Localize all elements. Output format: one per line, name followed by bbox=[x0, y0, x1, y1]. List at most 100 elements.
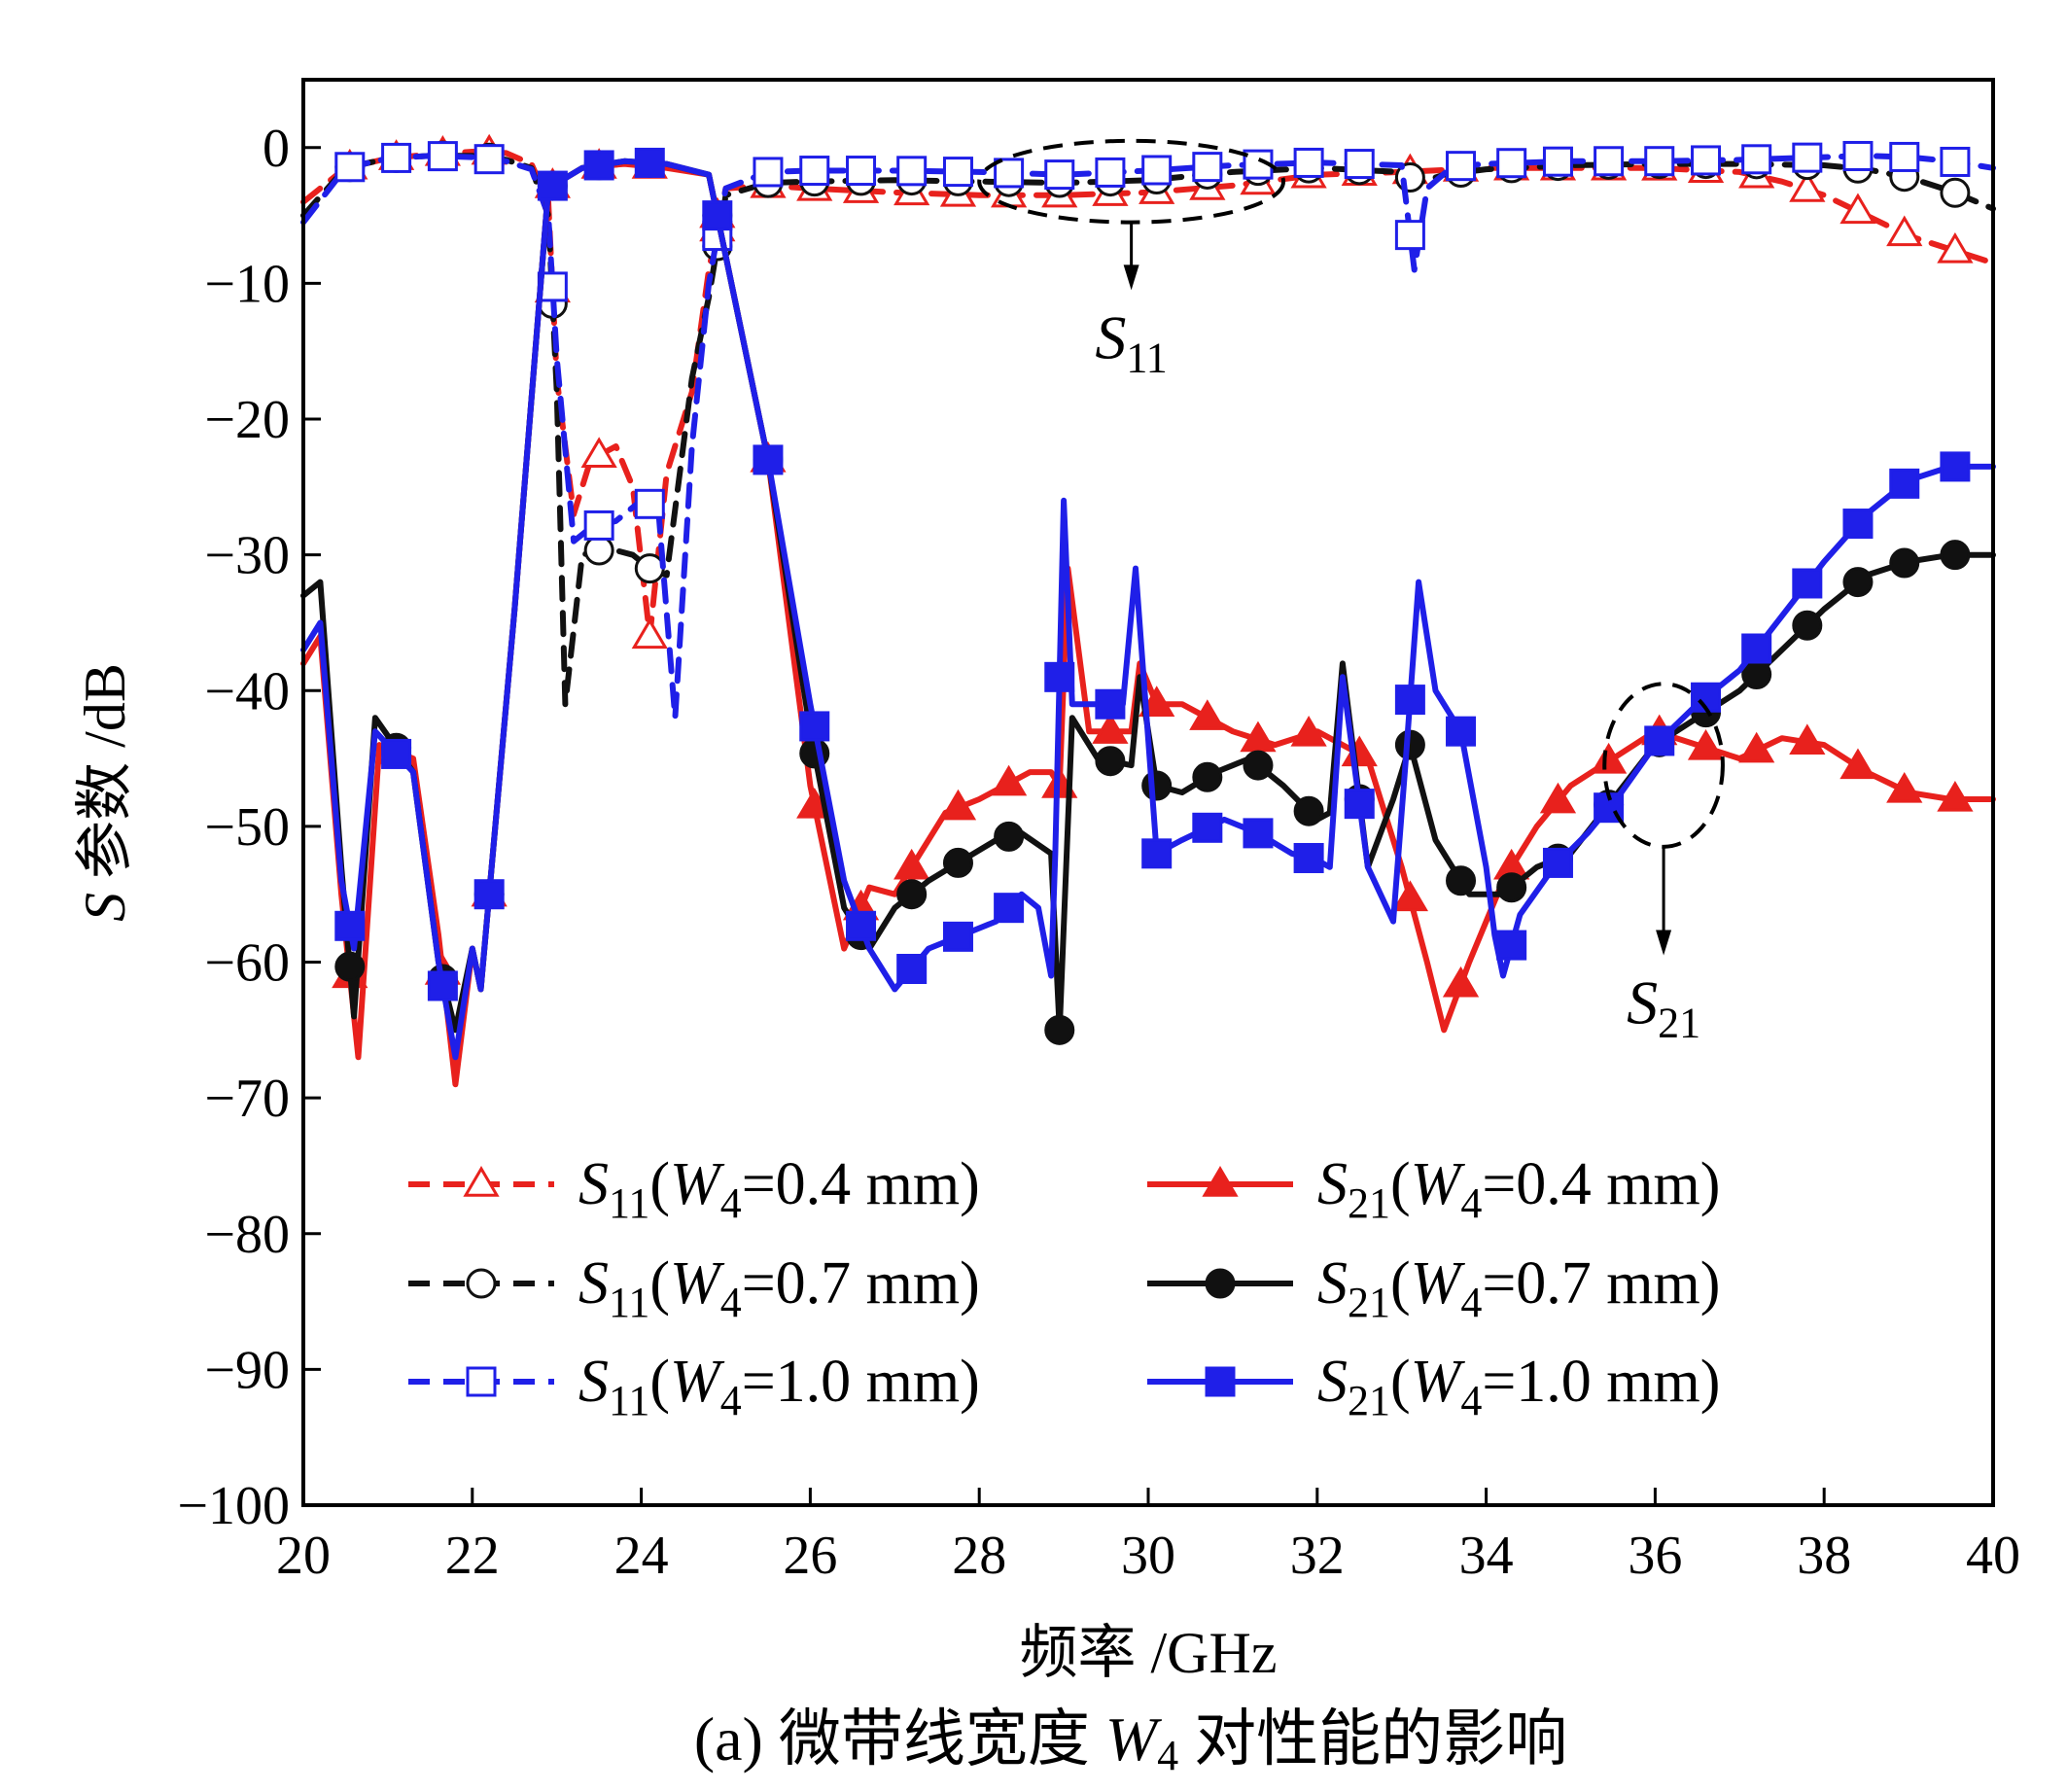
legend-label: S11(W4=0.7 mm) bbox=[578, 1250, 980, 1326]
series-marker bbox=[334, 910, 366, 941]
series-marker bbox=[1496, 930, 1527, 961]
legend-label-part: =1.0 mm bbox=[742, 1349, 960, 1415]
legend-label-part: S bbox=[1317, 1250, 1348, 1317]
y-tick-label: 0 bbox=[263, 119, 290, 179]
series-marker bbox=[942, 157, 973, 188]
series-marker bbox=[1044, 661, 1075, 692]
series-marker bbox=[896, 954, 928, 985]
legend-label-part: S bbox=[1317, 1349, 1348, 1415]
series-marker bbox=[1192, 761, 1223, 792]
series-marker bbox=[1141, 770, 1173, 801]
legend-label-part: S bbox=[1317, 1151, 1348, 1217]
series-marker bbox=[1886, 771, 1923, 803]
legend-entry: S21(W4=0.7 mm) bbox=[1147, 1250, 1720, 1326]
series-marker bbox=[1442, 966, 1480, 998]
annotation-main: S bbox=[1095, 302, 1126, 371]
series-marker bbox=[1738, 731, 1775, 763]
annotation-sub: 21 bbox=[1658, 1000, 1700, 1047]
legend-marker bbox=[1205, 1268, 1236, 1299]
legend-label-part: 4 bbox=[720, 1377, 742, 1424]
series-marker bbox=[1940, 146, 1971, 177]
legend-entry: S11(W4=1.0 mm) bbox=[408, 1349, 980, 1424]
series-marker bbox=[1344, 789, 1375, 820]
series-6 bbox=[300, 147, 1996, 1061]
legend-label-part: ( bbox=[649, 1349, 670, 1415]
legend-label-part: =0.7 mm bbox=[1482, 1250, 1699, 1317]
y-tick-label: −10 bbox=[204, 254, 290, 314]
series-marker bbox=[1940, 540, 1971, 571]
y-tick-label: −20 bbox=[204, 390, 290, 450]
legend-label-part: W bbox=[670, 1250, 725, 1317]
series-marker bbox=[1594, 146, 1625, 177]
annotation-main: S bbox=[1627, 968, 1658, 1037]
figure-caption: (a) 微带线宽度 W4 对性能的影响 bbox=[694, 1704, 1567, 1779]
series-marker bbox=[634, 488, 665, 519]
legend-label-part: 11 bbox=[609, 1279, 649, 1326]
x-tick-label: 26 bbox=[783, 1526, 837, 1586]
legend-label-part: 21 bbox=[1348, 1377, 1390, 1424]
series-marker bbox=[1095, 746, 1126, 777]
series-marker bbox=[1789, 171, 1826, 202]
y-tick-label: −100 bbox=[177, 1476, 290, 1536]
legend-label: S11(W4=0.4 mm) bbox=[578, 1151, 980, 1227]
y-axis-title-text: 参数 /dB bbox=[73, 663, 137, 879]
x-tick-label: 36 bbox=[1628, 1526, 1682, 1586]
legend-label-part: =0.4 mm bbox=[1482, 1151, 1699, 1217]
legend-label-part: S bbox=[578, 1250, 609, 1317]
axis-ticks: 20 22 24 26 28 30 32 34 36 38 40 0 −10 −20 −30 −40 −50 −6… bbox=[177, 119, 2020, 1586]
legend-label-part: ) bbox=[960, 1349, 980, 1415]
x-tick-label: 40 bbox=[1966, 1526, 2020, 1586]
legend-label: S21(W4=0.4 mm) bbox=[1317, 1151, 1720, 1227]
y-tick-label: −50 bbox=[204, 797, 290, 858]
series-marker bbox=[1293, 842, 1324, 873]
series-marker bbox=[994, 893, 1025, 924]
y-tick-label: −30 bbox=[204, 526, 290, 586]
legend-marker bbox=[463, 1166, 500, 1197]
legend-label-part: W bbox=[1411, 1151, 1466, 1217]
series-marker bbox=[1141, 155, 1173, 186]
series-marker bbox=[1937, 781, 1974, 812]
y-tick-label: −80 bbox=[204, 1205, 290, 1265]
series-marker bbox=[702, 200, 733, 231]
series-marker bbox=[990, 764, 1028, 796]
annotation-sub: 11 bbox=[1126, 334, 1167, 381]
series-marker bbox=[1293, 147, 1324, 178]
caption-var: W bbox=[1105, 1704, 1163, 1774]
series-marker bbox=[1839, 748, 1876, 780]
series-marker bbox=[1095, 157, 1126, 188]
series-marker bbox=[1496, 148, 1527, 179]
legend-marker bbox=[466, 1366, 497, 1397]
y-tick-label: −60 bbox=[204, 933, 290, 994]
legend-marker bbox=[1205, 1366, 1236, 1397]
series-marker bbox=[427, 141, 458, 172]
series-marker bbox=[753, 444, 784, 475]
series-marker bbox=[1542, 146, 1573, 177]
legend-label-part: 4 bbox=[720, 1279, 742, 1326]
legend-label-part: 11 bbox=[609, 1179, 649, 1227]
series-marker bbox=[994, 821, 1025, 852]
series-marker bbox=[896, 879, 928, 910]
series-marker bbox=[1243, 818, 1274, 849]
legend-label-part: 4 bbox=[720, 1179, 742, 1227]
series-marker bbox=[1446, 865, 1477, 896]
series-marker bbox=[1889, 141, 1920, 172]
series-marker bbox=[583, 509, 614, 541]
series-marker bbox=[939, 789, 977, 821]
legend-label-part: =0.7 mm bbox=[742, 1250, 960, 1317]
legend-label-part: W bbox=[670, 1349, 725, 1415]
series-marker bbox=[381, 142, 412, 173]
series-marker bbox=[631, 617, 668, 650]
series-marker bbox=[473, 879, 505, 910]
legend-label-part: ) bbox=[1700, 1151, 1721, 1217]
series-marker bbox=[1394, 685, 1425, 716]
series-marker bbox=[1842, 140, 1874, 171]
series-marker bbox=[1344, 149, 1375, 180]
series-marker bbox=[634, 147, 665, 178]
legend-label-part: W bbox=[1411, 1349, 1466, 1415]
series-marker bbox=[1446, 716, 1477, 747]
series-marker bbox=[1290, 716, 1327, 747]
series-marker bbox=[580, 437, 617, 468]
legend-label-part: 4 bbox=[1460, 1179, 1482, 1227]
series-marker bbox=[1687, 728, 1725, 760]
series-marker bbox=[1842, 567, 1874, 598]
